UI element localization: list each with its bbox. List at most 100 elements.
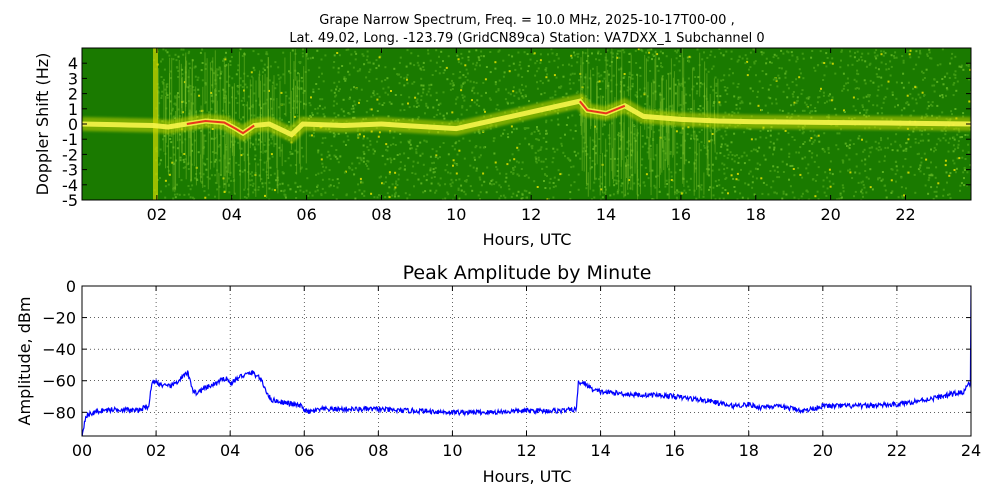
noise-speck — [204, 63, 207, 66]
noise-speck — [765, 57, 768, 60]
noise-speck — [507, 184, 510, 187]
noise-speck — [960, 182, 963, 185]
noise-speck — [361, 53, 364, 56]
noise-speck — [840, 196, 843, 199]
noise-speck — [622, 49, 625, 52]
noise-speck — [520, 67, 523, 70]
noise-speck — [444, 169, 447, 172]
amp-x-tick-label: 00 — [72, 441, 92, 460]
noise-speck — [759, 130, 762, 132]
noise-speck — [600, 74, 603, 77]
noise-speck — [394, 195, 396, 198]
noise-speck — [859, 111, 861, 114]
noise-speck — [365, 111, 368, 114]
noise-speck — [675, 57, 678, 60]
noise-streak — [581, 106, 583, 171]
noise-speck — [518, 106, 521, 109]
noise-speck — [456, 153, 459, 156]
noise-speck — [877, 142, 880, 145]
noise-speck — [230, 56, 233, 58]
noise-speck — [953, 82, 956, 84]
noise-speck — [331, 178, 334, 181]
noise-speck — [333, 91, 336, 94]
noise-streak — [266, 77, 268, 134]
noise-speck — [395, 180, 398, 183]
noise-speck — [817, 166, 820, 169]
noise-speck — [425, 179, 428, 182]
noise-speck — [710, 50, 713, 53]
noise-speck — [465, 108, 468, 111]
noise-speck — [512, 167, 515, 170]
noise-speck — [785, 163, 788, 166]
noise-speck — [674, 92, 677, 95]
noise-speck — [894, 105, 896, 108]
noise-speck — [675, 51, 678, 54]
noise-speck — [335, 102, 338, 105]
noise-speck — [427, 52, 430, 55]
noise-speck — [383, 102, 386, 104]
noise-streak — [284, 57, 286, 85]
noise-speck — [200, 180, 203, 183]
noise-speck — [520, 197, 523, 200]
noise-speck — [635, 94, 637, 97]
noise-speck — [757, 90, 759, 93]
noise-speck — [394, 144, 397, 146]
noise-speck — [540, 146, 543, 149]
noise-speck — [914, 98, 917, 101]
noise-speck — [323, 115, 326, 118]
noise-speck — [473, 92, 476, 95]
noise-speck — [414, 172, 417, 175]
noise-speck — [536, 81, 538, 84]
noise-speck — [641, 145, 644, 148]
noise-speck — [159, 159, 162, 162]
noise-speck — [293, 115, 296, 118]
noise-speck — [464, 193, 467, 196]
noise-streak — [608, 81, 610, 117]
noise-speck — [791, 54, 794, 57]
noise-speck — [517, 190, 520, 193]
noise-speck — [552, 157, 555, 160]
noise-speck — [460, 189, 463, 192]
noise-speck — [683, 81, 686, 84]
noise-speck — [862, 195, 864, 198]
noise-speck — [277, 106, 280, 109]
noise-speck — [515, 160, 518, 163]
noise-speck — [687, 108, 690, 111]
noise-speck — [665, 55, 668, 58]
noise-speck — [964, 158, 967, 160]
noise-speck — [796, 56, 799, 59]
noise-speck — [788, 152, 791, 155]
noise-speck — [187, 185, 190, 187]
noise-speck — [753, 62, 756, 65]
noise-speck — [905, 142, 908, 145]
noise-speck — [795, 78, 798, 81]
noise-speck — [260, 140, 263, 143]
noise-speck — [756, 150, 759, 153]
noise-streak — [609, 123, 611, 187]
noise-speck — [339, 155, 342, 158]
noise-speck — [745, 154, 748, 157]
noise-speck — [719, 52, 722, 55]
noise-speck — [495, 166, 498, 168]
noise-speck — [163, 78, 165, 81]
noise-streak — [200, 154, 202, 183]
noise-speck — [593, 181, 596, 184]
noise-speck — [884, 155, 886, 158]
noise-speck — [670, 171, 673, 174]
noise-streak — [637, 74, 638, 115]
noise-speck — [169, 77, 172, 80]
noise-speck — [925, 113, 928, 116]
noise-speck — [761, 109, 763, 111]
noise-speck — [776, 138, 779, 141]
noise-speck — [656, 53, 659, 56]
noise-speck — [507, 54, 510, 57]
noise-speck — [260, 107, 263, 110]
noise-speck — [936, 186, 938, 189]
noise-speck — [224, 58, 227, 61]
noise-speck — [903, 194, 905, 197]
noise-streak — [225, 66, 227, 114]
noise-speck — [280, 189, 283, 192]
noise-speck — [296, 115, 299, 118]
noise-speck — [571, 72, 574, 75]
noise-speck — [841, 89, 844, 92]
